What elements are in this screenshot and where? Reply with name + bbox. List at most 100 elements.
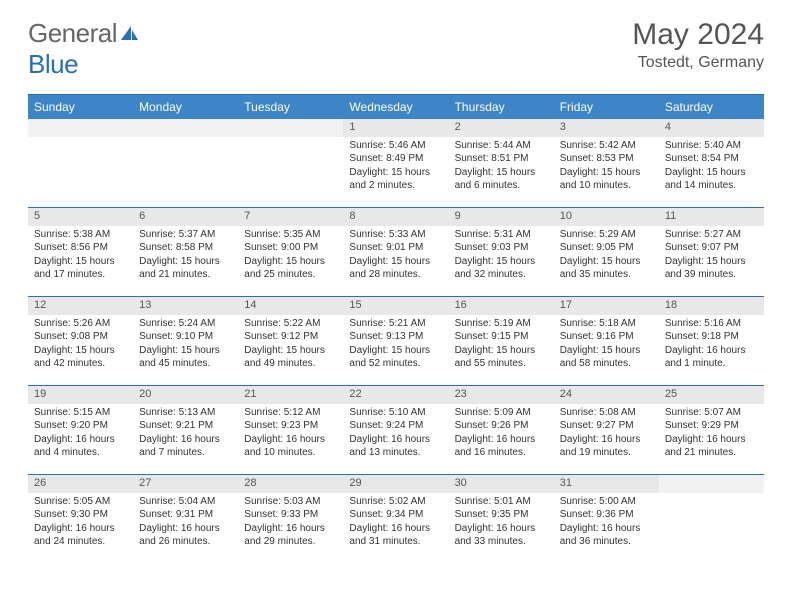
calendar-cell: 20Sunrise: 5:13 AMSunset: 9:21 PMDayligh… (133, 386, 238, 474)
sunrise-text: Sunrise: 5:26 AM (34, 318, 127, 331)
calendar-cell: 4Sunrise: 5:40 AMSunset: 8:54 PMDaylight… (659, 119, 764, 207)
sunrise-text: Sunrise: 5:44 AM (455, 140, 548, 153)
day-number: 13 (133, 297, 238, 315)
day-number: 17 (554, 297, 659, 315)
weekday-header: Tuesday (238, 95, 343, 119)
daylight1-text: Daylight: 15 hours (244, 256, 337, 269)
daylight1-text: Daylight: 15 hours (455, 167, 548, 180)
daylight1-text: Daylight: 15 hours (244, 345, 337, 358)
sunset-text: Sunset: 9:31 PM (139, 509, 232, 522)
sunset-text: Sunset: 9:00 PM (244, 242, 337, 255)
location: Tostedt, Germany (632, 54, 764, 72)
sunrise-text: Sunrise: 5:27 AM (665, 229, 758, 242)
calendar-cell: 10Sunrise: 5:29 AMSunset: 9:05 PMDayligh… (554, 208, 659, 296)
calendar-week: 1Sunrise: 5:46 AMSunset: 8:49 PMDaylight… (28, 119, 764, 207)
sunset-text: Sunset: 9:33 PM (244, 509, 337, 522)
sunset-text: Sunset: 9:26 PM (455, 420, 548, 433)
daylight2-text: and 39 minutes. (665, 269, 758, 282)
weekday-header: Friday (554, 95, 659, 119)
day-number: 21 (238, 386, 343, 404)
cell-body: Sunrise: 5:38 AMSunset: 8:56 PMDaylight:… (28, 226, 133, 287)
daylight2-text: and 26 minutes. (139, 536, 232, 549)
cell-body: Sunrise: 5:04 AMSunset: 9:31 PMDaylight:… (133, 493, 238, 554)
calendar-cell: 21Sunrise: 5:12 AMSunset: 9:23 PMDayligh… (238, 386, 343, 474)
cell-body: Sunrise: 5:13 AMSunset: 9:21 PMDaylight:… (133, 404, 238, 465)
cell-body: Sunrise: 5:21 AMSunset: 9:13 PMDaylight:… (343, 315, 448, 376)
sunset-text: Sunset: 9:18 PM (665, 331, 758, 344)
day-number: 30 (449, 475, 554, 493)
calendar-cell: 7 Sunrise: 5:35 AMSunset: 9:00 PMDaylight… (238, 208, 343, 296)
calendar-cell: 28Sunrise: 5:03 AMSunset: 9:33 PMDayligh… (238, 475, 343, 563)
cell-body: Sunrise: 5:37 AMSunset: 8:58 PMDaylight:… (133, 226, 238, 287)
weekday-header: Monday (133, 95, 238, 119)
daylight2-text: and 55 minutes. (455, 358, 548, 371)
cell-body: Sunrise: 5:26 AMSunset: 9:08 PMDaylight:… (28, 315, 133, 376)
calendar-cell: 14Sunrise: 5:22 AMSunset: 9:12 PMDayligh… (238, 297, 343, 385)
brand-text: GeneralBlue (28, 18, 139, 80)
sunrise-text: Sunrise: 5:33 AM (349, 229, 442, 242)
daylight2-text: and 2 minutes. (349, 180, 442, 193)
sunrise-text: Sunrise: 5:07 AM (665, 407, 758, 420)
calendar-cell: 12Sunrise: 5:26 AMSunset: 9:08 PMDayligh… (28, 297, 133, 385)
daylight1-text: Daylight: 16 hours (665, 345, 758, 358)
sunrise-text: Sunrise: 5:05 AM (34, 496, 127, 509)
month-title: May 2024 (632, 18, 764, 52)
daylight2-text: and 10 minutes. (560, 180, 653, 193)
daylight2-text: and 13 minutes. (349, 447, 442, 460)
calendar-week: 5Sunrise: 5:38 AMSunset: 8:56 PMDaylight… (28, 207, 764, 296)
daylight2-text: and 29 minutes. (244, 536, 337, 549)
daylight2-text: and 16 minutes. (455, 447, 548, 460)
day-number: 2 (449, 119, 554, 137)
calendar-cell: 25Sunrise: 5:07 AMSunset: 9:29 PMDayligh… (659, 386, 764, 474)
cell-body: Sunrise: 5:02 AMSunset: 9:34 PMDaylight:… (343, 493, 448, 554)
calendar-cell: 9Sunrise: 5:31 AMSunset: 9:03 PMDaylight… (449, 208, 554, 296)
sunrise-text: Sunrise: 5:03 AM (244, 496, 337, 509)
sunrise-text: Sunrise: 5:38 AM (34, 229, 127, 242)
day-number: 22 (343, 386, 448, 404)
daylight2-text: and 7 minutes. (139, 447, 232, 460)
sunset-text: Sunset: 9:03 PM (455, 242, 548, 255)
cell-body: Sunrise: 5:33 AMSunset: 9:01 PMDaylight:… (343, 226, 448, 287)
daylight1-text: Daylight: 15 hours (665, 167, 758, 180)
calendar-cell: 6Sunrise: 5:37 AMSunset: 8:58 PMDaylight… (133, 208, 238, 296)
calendar-cell-blank (133, 119, 238, 207)
daylight2-text: and 21 minutes. (665, 447, 758, 460)
sunset-text: Sunset: 9:24 PM (349, 420, 442, 433)
daylight2-text: and 33 minutes. (455, 536, 548, 549)
calendar-cell: 16Sunrise: 5:19 AMSunset: 9:15 PMDayligh… (449, 297, 554, 385)
day-number: 12 (28, 297, 133, 315)
daylight2-text: and 58 minutes. (560, 358, 653, 371)
cell-body: Sunrise: 5:42 AMSunset: 8:53 PMDaylight:… (554, 137, 659, 198)
daylight1-text: Daylight: 15 hours (349, 345, 442, 358)
sunrise-text: Sunrise: 5:46 AM (349, 140, 442, 153)
calendar-cell: 30Sunrise: 5:01 AMSunset: 9:35 PMDayligh… (449, 475, 554, 563)
daylight2-text: and 45 minutes. (139, 358, 232, 371)
daylight1-text: Daylight: 16 hours (34, 523, 127, 536)
day-number: 16 (449, 297, 554, 315)
daylight1-text: Daylight: 16 hours (139, 434, 232, 447)
day-number: 23 (449, 386, 554, 404)
daylight1-text: Daylight: 16 hours (139, 523, 232, 536)
day-number (238, 119, 343, 137)
sunset-text: Sunset: 9:15 PM (455, 331, 548, 344)
calendar-cell: 24Sunrise: 5:08 AMSunset: 9:27 PMDayligh… (554, 386, 659, 474)
sail-icon (117, 24, 139, 42)
day-number: 7 (238, 208, 343, 226)
calendar-cell: 29Sunrise: 5:02 AMSunset: 9:34 PMDayligh… (343, 475, 448, 563)
daylight1-text: Daylight: 15 hours (139, 345, 232, 358)
sunset-text: Sunset: 9:35 PM (455, 509, 548, 522)
day-number: 19 (28, 386, 133, 404)
sunset-text: Sunset: 9:13 PM (349, 331, 442, 344)
brand-part2: Blue (28, 49, 78, 79)
day-number: 25 (659, 386, 764, 404)
sunset-text: Sunset: 9:12 PM (244, 331, 337, 344)
sunset-text: Sunset: 9:21 PM (139, 420, 232, 433)
daylight2-text: and 32 minutes. (455, 269, 548, 282)
cell-body: Sunrise: 5:40 AMSunset: 8:54 PMDaylight:… (659, 137, 764, 198)
sunset-text: Sunset: 9:34 PM (349, 509, 442, 522)
cell-body: Sunrise: 5:22 AMSunset: 9:12 PMDaylight:… (238, 315, 343, 376)
calendar-cell-blank (238, 119, 343, 207)
sunrise-text: Sunrise: 5:40 AM (665, 140, 758, 153)
cell-body: Sunrise: 5:01 AMSunset: 9:35 PMDaylight:… (449, 493, 554, 554)
sunrise-text: Sunrise: 5:35 AM (244, 229, 337, 242)
